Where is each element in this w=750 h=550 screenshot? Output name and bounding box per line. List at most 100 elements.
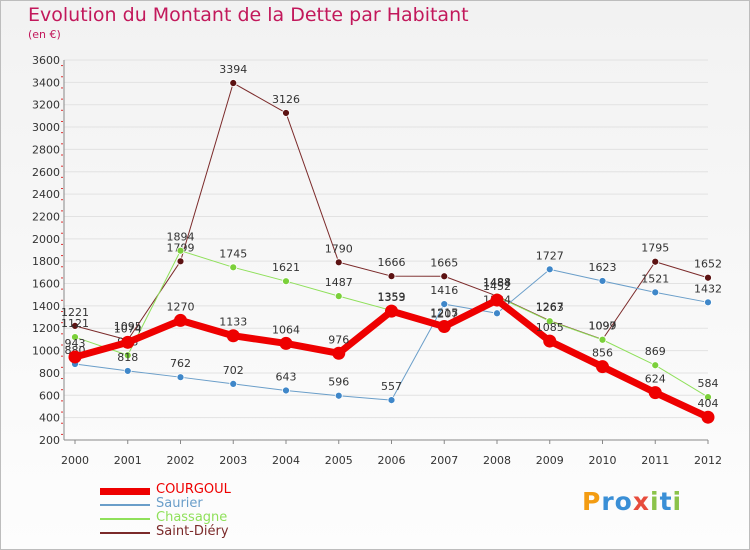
logo-letter: t xyxy=(659,487,673,516)
data-label-chassagne: 1894 xyxy=(167,231,195,244)
y-tick-label: 600 xyxy=(39,389,60,402)
y-tick-label: 1200 xyxy=(32,322,60,335)
data-point-chassagne xyxy=(123,351,132,360)
data-label-saurier: 1521 xyxy=(641,272,669,285)
x-tick-label: 2003 xyxy=(219,454,247,467)
data-point-chassagne xyxy=(598,335,607,344)
x-tick-label: 2008 xyxy=(483,454,511,467)
data-point-saurier xyxy=(334,391,343,400)
data-point-courgoul xyxy=(437,320,451,334)
logo-letter: r xyxy=(601,487,615,516)
data-point-saint-di-ry xyxy=(334,258,343,267)
chart-subtitle: (en €) xyxy=(28,28,61,41)
data-point-courgoul xyxy=(543,334,557,348)
y-tick-label: 2800 xyxy=(32,143,60,156)
x-tick-label: 2005 xyxy=(325,454,353,467)
data-label-chassagne: 1621 xyxy=(272,261,300,274)
y-tick-label: 3600 xyxy=(32,54,60,67)
y-tick-label: 2400 xyxy=(32,188,60,201)
data-point-courgoul xyxy=(68,350,82,364)
data-point-saurier xyxy=(493,309,501,318)
data-label-chassagne: 584 xyxy=(698,377,719,390)
y-tick-label: 200 xyxy=(39,434,60,447)
legend-label-saint-diery: Saint-Diéry xyxy=(156,524,229,539)
data-label-chassagne: 1263 xyxy=(536,301,564,314)
data-point-chassagne xyxy=(282,277,290,286)
data-label-chassagne: 869 xyxy=(645,345,666,358)
data-point-saint-di-ry xyxy=(282,109,290,117)
data-point-saurier xyxy=(176,373,185,382)
y-tick-label: 400 xyxy=(39,412,60,425)
data-point-courgoul xyxy=(226,329,240,343)
data-label-saurier: 1432 xyxy=(694,282,722,295)
data-label-courgoul: 1270 xyxy=(167,300,195,313)
data-point-saurier xyxy=(545,265,554,274)
legend-item-saurier: Saurier xyxy=(100,497,300,512)
x-tick-label: 2010 xyxy=(589,454,617,467)
data-point-courgoul xyxy=(648,386,662,400)
data-label-saurier: 643 xyxy=(276,370,297,383)
data-label-courgoul: 624 xyxy=(645,373,666,386)
data-label-chassagne: 1121 xyxy=(61,317,89,330)
logo-letter: i xyxy=(650,487,660,516)
data-point-saurier xyxy=(651,288,660,297)
data-label-courgoul: 404 xyxy=(698,397,719,410)
x-tick-label: 2004 xyxy=(272,454,300,467)
data-label-courgoul: 943 xyxy=(65,337,86,350)
data-label-saurier: 1623 xyxy=(589,261,617,274)
data-label-courgoul: 1064 xyxy=(272,323,300,336)
chart-legend: COURGOUL Saurier Chassagne Saint-Diéry xyxy=(100,482,300,540)
legend-swatch-courgoul xyxy=(100,488,150,495)
data-point-saint-di-ry xyxy=(440,272,449,281)
y-tick-label: 2600 xyxy=(32,166,60,179)
data-point-saint-di-ry xyxy=(387,272,396,281)
data-label-courgoul: 1215 xyxy=(430,307,458,320)
data-point-courgoul xyxy=(701,410,715,424)
data-label-courgoul: 856 xyxy=(592,347,613,360)
x-tick-label: 2009 xyxy=(536,454,564,467)
legend-swatch-saurier xyxy=(100,504,150,506)
data-point-saint-di-ry xyxy=(704,273,712,282)
data-point-courgoul xyxy=(490,293,504,307)
data-label-courgoul: 976 xyxy=(328,333,349,346)
y-tick-label: 1400 xyxy=(32,300,60,313)
data-label-courgoul: 1452 xyxy=(483,280,511,293)
logo-letter: o xyxy=(614,487,633,516)
data-label-saurier: 557 xyxy=(381,380,402,393)
y-tick-label: 3200 xyxy=(32,99,60,112)
data-label-courgoul: 1085 xyxy=(536,321,564,334)
data-point-saurier xyxy=(440,300,449,308)
data-label-courgoul: 1353 xyxy=(378,291,406,304)
data-point-saint-di-ry xyxy=(71,321,79,330)
data-point-chassagne xyxy=(704,393,712,401)
legend-label-chassagne: Chassagne xyxy=(156,510,228,525)
data-label-saurier: 596 xyxy=(328,376,349,389)
y-tick-label: 1000 xyxy=(32,345,60,358)
x-tick-label: 2006 xyxy=(378,454,406,467)
data-point-chassagne xyxy=(229,263,238,272)
data-label-chassagne: 1097 xyxy=(589,320,617,333)
data-label-chassagne: 1487 xyxy=(325,276,353,289)
data-label-saint-di-ry: 3394 xyxy=(219,63,247,76)
y-tick-label: 800 xyxy=(39,367,60,380)
data-label-saint-di-ry: 1665 xyxy=(430,256,458,269)
data-point-chassagne xyxy=(651,361,660,370)
data-point-courgoul xyxy=(332,346,346,360)
data-label-saurier: 1416 xyxy=(430,284,458,297)
data-point-courgoul xyxy=(385,304,398,318)
data-point-saurier xyxy=(387,396,396,405)
data-label-saint-di-ry: 1666 xyxy=(378,256,406,269)
y-tick-label: 2000 xyxy=(32,233,60,246)
logo-letter: i xyxy=(672,487,683,516)
legend-label-courgoul: COURGOUL xyxy=(156,482,231,497)
data-point-saurier xyxy=(229,379,238,388)
proxiti-logo[interactable]: Proxiti xyxy=(582,487,682,516)
data-point-courgoul xyxy=(596,360,609,374)
data-point-saint-di-ry xyxy=(229,79,238,87)
data-point-saurier xyxy=(598,277,607,285)
chart-title: Evolution du Montant de la Dette par Hab… xyxy=(28,4,469,26)
data-label-saint-di-ry: 1221 xyxy=(61,306,89,319)
data-point-chassagne xyxy=(334,292,343,301)
data-label-saint-di-ry: 1095 xyxy=(114,320,142,333)
